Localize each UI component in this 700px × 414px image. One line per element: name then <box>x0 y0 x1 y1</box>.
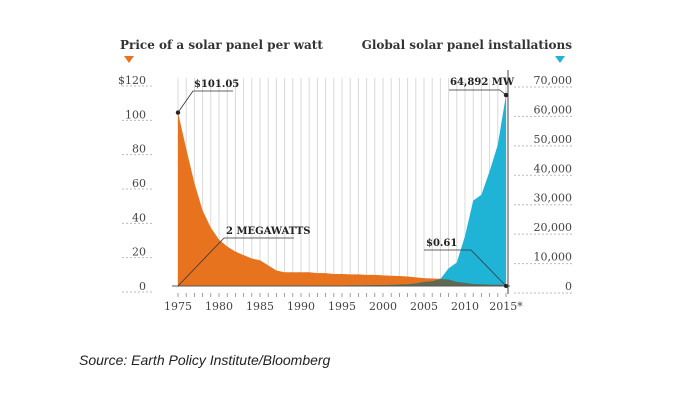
price-area <box>178 112 506 286</box>
left-tick-label: 60 <box>132 177 146 190</box>
left-tick-label: 80 <box>132 143 146 156</box>
x-tick-label: 2000 <box>369 300 397 313</box>
right-axis-title: Global solar panel installations <box>362 38 573 52</box>
left-tick-label: $120 <box>118 74 146 87</box>
tick-labels: 0 20 40 60 80 100 $120 0 10,000 20,000 30,000 40,00… <box>118 38 572 313</box>
installations-area <box>178 95 506 286</box>
right-tick-label: 20,000 <box>534 221 573 234</box>
price-start-label: $101.05 <box>194 79 239 90</box>
annotations: $101.05 2 MEGAWATTS 64,892 MW $0.61 <box>175 77 515 288</box>
installations-end-label: 64,892 MW <box>450 77 515 88</box>
price-end-dot <box>504 284 508 288</box>
x-tick-label: 1985 <box>246 300 274 313</box>
x-tick-label: 2005 <box>410 300 438 313</box>
right-tick-label: 30,000 <box>534 192 573 205</box>
right-tick-label: 10,000 <box>534 251 573 264</box>
installations-start-label: 2 MEGAWATTS <box>226 226 310 237</box>
right-tick-label: 70,000 <box>534 74 573 87</box>
left-tick-label: 100 <box>125 108 146 121</box>
x-tick-label: 2015* <box>489 300 523 313</box>
right-tick-label: 50,000 <box>534 133 573 146</box>
price-end-leader <box>470 249 507 287</box>
x-tick-label: 1990 <box>287 300 315 313</box>
right-tick-label: 40,000 <box>534 162 573 175</box>
installations-start-leader <box>177 237 225 287</box>
left-axis-title: Price of a solar panel per watt <box>120 38 323 52</box>
left-tick-label: 40 <box>132 211 146 224</box>
price-start-leader <box>177 90 194 113</box>
axes <box>122 70 572 297</box>
price-legend-triangle <box>124 56 134 63</box>
installations-legend-triangle <box>555 56 565 63</box>
x-tick-label: 2010 <box>451 300 479 313</box>
left-tick-label: 0 <box>139 280 146 293</box>
installations-end-leader <box>499 89 507 96</box>
x-tick-label: 1980 <box>205 300 233 313</box>
left-tick-label: 20 <box>132 246 146 259</box>
overlap-area <box>178 278 506 286</box>
right-tick-label: 60,000 <box>534 103 573 116</box>
price-end-label: $0.61 <box>426 238 457 249</box>
right-tick-label: 0 <box>565 280 572 293</box>
source-caption: Source: Earth Policy Institute/Bloomberg <box>79 352 331 368</box>
x-tick-label: 1975 <box>164 300 192 313</box>
x-tick-label: 1995 <box>328 300 356 313</box>
